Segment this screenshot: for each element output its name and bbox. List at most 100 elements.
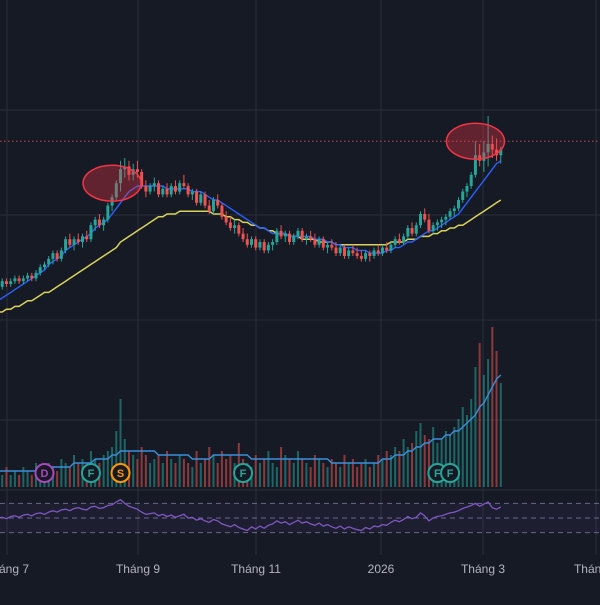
candle bbox=[410, 222, 414, 237]
candle bbox=[258, 239, 262, 251]
candle bbox=[406, 225, 410, 240]
candle bbox=[338, 244, 342, 256]
candle-body bbox=[144, 186, 148, 192]
candle-body bbox=[296, 230, 300, 237]
highlight-ellipse-1[interactable] bbox=[445, 122, 506, 160]
candle-body bbox=[245, 239, 249, 245]
candle bbox=[127, 160, 131, 181]
event-marker-circle[interactable] bbox=[80, 463, 101, 483]
volume-bar bbox=[144, 455, 147, 487]
candle-body bbox=[326, 244, 330, 248]
candle-body bbox=[123, 166, 127, 170]
candle-body bbox=[0, 281, 4, 287]
oscillator-panel bbox=[0, 498, 600, 534]
volume-bar bbox=[301, 459, 304, 487]
event-marker-f[interactable]: F bbox=[440, 463, 461, 483]
volume-bar bbox=[182, 459, 185, 487]
volume-bar bbox=[140, 447, 143, 487]
candle-body bbox=[279, 230, 283, 237]
event-marker-circle[interactable] bbox=[34, 463, 55, 483]
volume-bar bbox=[394, 447, 397, 487]
volume-bar bbox=[478, 343, 481, 487]
candle-body bbox=[486, 144, 490, 153]
volume-bar bbox=[377, 455, 380, 487]
candle bbox=[380, 244, 384, 256]
candle bbox=[313, 233, 317, 248]
candle bbox=[81, 233, 84, 248]
candle-body bbox=[338, 247, 342, 254]
candle bbox=[195, 188, 199, 206]
volume-bar bbox=[406, 447, 409, 487]
highlight-ellipse-0[interactable] bbox=[82, 164, 142, 202]
volume-bar bbox=[216, 463, 219, 487]
candle-body bbox=[397, 239, 401, 242]
candle bbox=[279, 225, 283, 240]
candle-body bbox=[347, 250, 351, 256]
event-marker-f[interactable]: F bbox=[233, 463, 254, 483]
candle bbox=[106, 202, 110, 223]
candle bbox=[423, 208, 427, 223]
candle-body bbox=[17, 278, 21, 282]
candle-body bbox=[427, 219, 431, 231]
volume-bar bbox=[368, 467, 371, 487]
candle bbox=[385, 242, 389, 254]
candle-body bbox=[55, 253, 59, 259]
candle-body bbox=[38, 267, 42, 273]
event-marker-label: D bbox=[40, 468, 48, 480]
x-tick-label: 2026 bbox=[368, 562, 395, 576]
candle bbox=[452, 205, 456, 217]
event-marker-circle[interactable] bbox=[110, 463, 131, 483]
volume-bar bbox=[9, 475, 12, 487]
volume-bar bbox=[102, 455, 105, 487]
candle bbox=[165, 183, 169, 198]
candle bbox=[419, 211, 422, 228]
candle-body bbox=[448, 211, 452, 217]
event-marker-s[interactable]: S bbox=[110, 463, 131, 483]
candle bbox=[51, 250, 55, 265]
volume-bar bbox=[322, 463, 325, 487]
volume-bar bbox=[191, 467, 194, 487]
candle bbox=[148, 183, 152, 195]
candle bbox=[4, 278, 8, 287]
candle bbox=[241, 228, 245, 242]
candle-body bbox=[157, 183, 161, 195]
event-marker-circle[interactable] bbox=[440, 463, 461, 483]
volume-bar bbox=[330, 459, 333, 487]
candle bbox=[368, 250, 372, 262]
candle-body bbox=[342, 247, 346, 256]
candle bbox=[355, 247, 359, 259]
candle bbox=[309, 230, 313, 242]
candle bbox=[152, 177, 156, 192]
event-marker-f[interactable]: F bbox=[80, 463, 101, 483]
candle-body bbox=[64, 239, 68, 251]
candle-body bbox=[469, 174, 473, 186]
candle-body bbox=[203, 194, 207, 206]
volume-bar bbox=[364, 459, 367, 487]
candle-body bbox=[499, 149, 503, 156]
candle bbox=[347, 247, 351, 259]
candle bbox=[114, 180, 118, 200]
candle bbox=[199, 191, 203, 206]
candle-body bbox=[30, 275, 34, 279]
candle bbox=[266, 242, 270, 254]
event-marker-d[interactable]: D bbox=[34, 463, 55, 483]
volume-bar bbox=[153, 459, 156, 487]
volume-bar bbox=[373, 463, 376, 487]
volume-bar bbox=[499, 383, 502, 487]
candle-body bbox=[431, 225, 435, 231]
volume-bar bbox=[56, 471, 59, 487]
event-marker-circle[interactable] bbox=[233, 463, 254, 483]
candle-body bbox=[292, 236, 296, 242]
candle bbox=[13, 275, 17, 284]
candle-body bbox=[47, 258, 51, 265]
candle-body bbox=[190, 191, 194, 195]
candle-body bbox=[220, 205, 224, 217]
volume-bar bbox=[195, 451, 198, 487]
candle-body bbox=[254, 239, 258, 248]
candle-body bbox=[85, 236, 89, 240]
candle-body bbox=[258, 242, 262, 248]
volume-bar bbox=[30, 475, 33, 487]
